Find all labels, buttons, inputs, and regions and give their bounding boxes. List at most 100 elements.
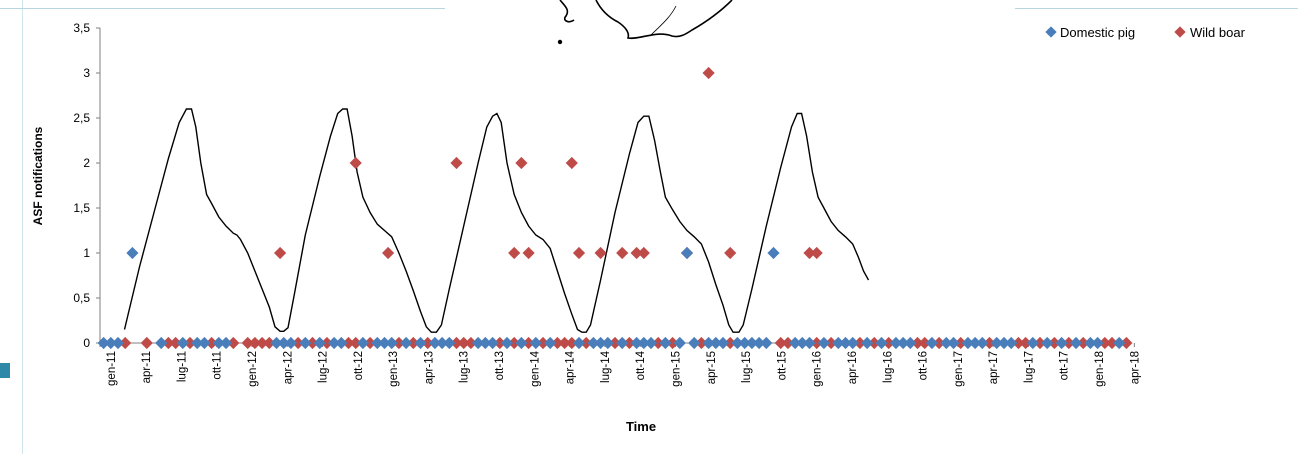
x-tick-label: lug-15 — [741, 351, 753, 383]
domestic-pig-point — [335, 336, 348, 350]
legend: Domestic pig Wild boar — [1045, 25, 1246, 40]
slide-top-border — [0, 8, 445, 9]
wild-boar-point — [457, 336, 470, 350]
wild-boar-point — [450, 156, 463, 170]
x-tick-label: ott-13 — [494, 351, 506, 380]
legend-marker-domestic-pig — [1045, 26, 1057, 38]
domestic-pig-point — [436, 336, 449, 350]
domestic-pig-point — [659, 336, 672, 350]
x-tick-label: apr-16 — [847, 351, 859, 384]
wild-boar-point — [274, 246, 287, 260]
x-tick-label: apr-11 — [141, 351, 153, 383]
domestic-pig-point — [212, 336, 225, 350]
y-tick-label: 0 — [83, 336, 90, 350]
domestic-pig-point — [97, 336, 110, 350]
domestic-pig-point — [1005, 336, 1018, 350]
wild-boar-point — [349, 336, 362, 350]
domestic-pig-point — [680, 246, 694, 260]
domestic-pig-point — [299, 336, 312, 350]
domestic-pig-point — [861, 336, 874, 350]
domestic-pig-point — [601, 336, 614, 350]
wild-boar-point — [306, 336, 319, 350]
wild-boar-point — [1105, 336, 1119, 350]
domestic-pig-point — [515, 336, 528, 350]
domestic-pig-point — [378, 336, 391, 350]
x-tick-label: gen-12 — [247, 351, 259, 387]
domestic-pig-point — [644, 336, 658, 350]
domestic-pig-point — [104, 336, 117, 350]
domestic-pig-point — [817, 336, 830, 350]
domestic-pig-point — [479, 336, 492, 350]
wild-boar-point — [119, 336, 132, 350]
legend-label-wild-boar: Wild boar — [1190, 25, 1246, 40]
trend-line — [123, 108, 870, 333]
domestic-pig-point — [1026, 336, 1039, 350]
x-tick-label: apr-12 — [282, 351, 294, 384]
wild-boar-point — [320, 336, 333, 350]
x-axis-title: Time — [626, 419, 656, 434]
wild-boar-point — [637, 246, 650, 260]
wild-boar-point — [1033, 336, 1047, 350]
wild-boar-point — [364, 336, 377, 350]
legend-label-domestic-pig: Domestic pig — [1060, 25, 1135, 40]
wild-boar-point — [565, 156, 578, 170]
wild-boar-point — [493, 336, 506, 350]
domestic-pig-point — [572, 336, 586, 350]
wild-boar-point — [810, 246, 823, 260]
x-tick-label: lug-14 — [600, 350, 612, 383]
x-tick-label: apr-17 — [988, 351, 1000, 384]
x-tick-label: gen-11 — [106, 351, 118, 386]
domestic-pig-point — [284, 336, 297, 350]
wild-boar-point — [450, 336, 463, 350]
domestic-pig-point — [176, 336, 189, 350]
wild-boar-point — [1048, 336, 1061, 350]
wild-boar-point — [263, 336, 276, 350]
slide-accent-bar — [0, 363, 10, 378]
x-tick-label: apr-13 — [423, 351, 435, 384]
wild-boar-point — [1062, 336, 1075, 350]
slide-left-panel — [0, 0, 23, 454]
wild-boar-point — [464, 336, 477, 350]
domestic-pig-point — [126, 246, 139, 260]
wild-boar-point — [572, 246, 586, 260]
domestic-pig-point — [1041, 336, 1054, 350]
domestic-pig-point — [688, 336, 701, 350]
y-tick-label: 3,5 — [73, 21, 90, 35]
wild-boar-point — [522, 246, 535, 260]
x-tick-label: apr-18 — [1129, 351, 1141, 384]
plot-area: 0 0,5 1 1,5 2 2,5 3 3,5 gen-11 apr-11 lug-11 ott-11… — [73, 21, 1141, 387]
wild-boar-point — [407, 336, 420, 350]
wild-boar-point — [256, 336, 269, 350]
wild-boar-point — [382, 246, 395, 260]
domestic-pig-point — [947, 336, 960, 350]
x-tick-label: gen-17 — [953, 351, 965, 387]
x-tick-label: gen-15 — [671, 351, 683, 387]
wild-boar-point — [162, 336, 175, 350]
domestic-pig-point — [976, 336, 989, 350]
domestic-pig-point — [544, 336, 557, 350]
domestic-pig-point — [277, 336, 290, 350]
x-tick-label: lug-12 — [318, 351, 330, 383]
domestic-pig-point — [1091, 336, 1104, 350]
domestic-pig-point — [155, 336, 168, 350]
domestic-pig-point — [673, 336, 686, 350]
domestic-pig-point — [385, 336, 398, 350]
map-fragment-image — [557, 0, 733, 45]
domestic-pig-point — [716, 336, 730, 350]
x-tick-label: gen-18 — [1094, 351, 1106, 387]
domestic-pig-point — [767, 246, 780, 260]
wild-boar-point — [342, 336, 355, 350]
wild-boar-point — [1077, 336, 1090, 350]
domestic-pig-point — [191, 336, 204, 350]
domestic-pig-point — [428, 336, 441, 350]
domestic-pig-point — [328, 336, 341, 350]
x-tick-label: gen-13 — [388, 351, 400, 387]
domestic-pig-point — [219, 336, 233, 350]
domestic-pig-point — [371, 336, 384, 350]
y-tick-label: 1,5 — [73, 201, 90, 215]
domestic-pig-point — [313, 336, 326, 350]
domestic-pig-point — [1069, 336, 1083, 350]
wild-boar-point — [508, 246, 521, 260]
wild-boar-point — [227, 336, 240, 350]
